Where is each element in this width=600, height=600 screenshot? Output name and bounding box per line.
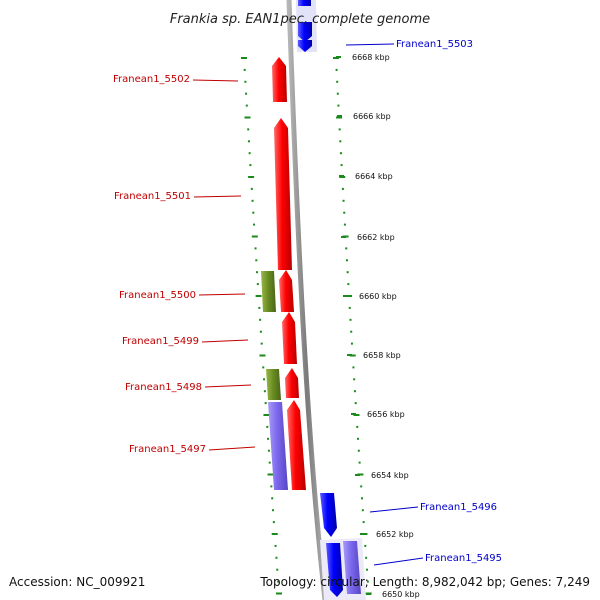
ruler-label: 6664 kbp — [355, 172, 393, 181]
gene-franean1-5498-box — [266, 369, 281, 400]
genome-summary-text: Topology: circular; Length: 8,982,042 bp… — [259, 575, 590, 589]
gene-franean1-5498-arrow — [285, 368, 299, 398]
gene-label-leader — [373, 557, 424, 566]
map-title: Frankia sp. EAN1pec, complete genome — [170, 12, 430, 27]
ruler-label: 6666 kbp — [353, 112, 391, 121]
gene-label-franean1-5503[interactable]: Franean1_5503 — [396, 39, 473, 50]
gene-franean1-5503-arrow — [298, 22, 312, 42]
gene-franean1-5501-arrow — [274, 118, 292, 270]
gene-label-leader — [369, 506, 419, 513]
ruler-label: 6650 kbp — [382, 590, 420, 599]
gene-label-leader — [201, 339, 249, 343]
gene-label-leader — [208, 446, 256, 451]
gene-label-franean1-5496[interactable]: Franean1_5496 — [420, 502, 497, 513]
gene-franean1-5496-arrow — [320, 493, 337, 537]
gene-features — [261, 0, 361, 597]
gene-franean1-5497-arrow — [287, 400, 306, 490]
gene-label-franean1-5499[interactable]: Franean1_5499 — [122, 336, 199, 347]
gene-label-franean1-5497[interactable]: Franean1_5497 — [129, 444, 206, 455]
ruler-label: 6652 kbp — [376, 530, 414, 539]
gene-label-leader — [204, 384, 252, 388]
ruler-label: 6658 kbp — [363, 351, 401, 360]
gene-franean1-5495-box — [343, 541, 361, 594]
gene-label-franean1-5498[interactable]: Franean1_5498 — [125, 382, 202, 393]
ruler-label: 6662 kbp — [357, 233, 395, 242]
ruler-label: 6660 kbp — [359, 292, 397, 301]
gene-label-franean1-5495[interactable]: Franean1_5495 — [425, 553, 502, 564]
gene-label-leader — [198, 293, 246, 296]
gene-label-franean1-5502[interactable]: Franean1_5502 — [113, 74, 190, 85]
gene-label-franean1-5501[interactable]: Franean1_5501 — [114, 191, 191, 202]
gene-franean1-5495-arrow — [326, 543, 343, 597]
gene-label-franean1-5500[interactable]: Franean1_5500 — [119, 290, 196, 301]
inner-tick-ring — [241, 57, 282, 595]
gene-label-leader — [192, 79, 239, 82]
gene-labels: Franean1_5503 Franean1_5502 Franean1_5501 F… — [113, 39, 502, 566]
gene-franean1-5503-arrow — [298, 40, 312, 52]
genome-backbone — [286, 0, 328, 600]
ruler-label: 6668 kbp — [352, 53, 390, 62]
gene-franean1-5503-arrow — [298, 0, 311, 6]
ruler-labels: 6668 kbp 6666 kbp 6664 kbp 6662 kbp 6660 kbp… — [336, 53, 420, 599]
gene-franean1-5502-arrow — [272, 57, 287, 102]
accession-text: Accession: NC_009921 — [9, 575, 145, 589]
gene-franean1-5499-arrow — [282, 312, 297, 364]
ruler-label: 6654 kbp — [371, 471, 409, 480]
gene-franean1-5497-box — [268, 402, 288, 490]
ruler-label: 6656 kbp — [367, 410, 405, 419]
outer-tick-ring — [333, 57, 372, 595]
gene-franean1-5500-arrow — [279, 270, 294, 312]
gene-franean1-5500-box — [261, 271, 276, 312]
gene-label-leader — [345, 43, 395, 46]
gene-label-leader — [193, 195, 242, 198]
